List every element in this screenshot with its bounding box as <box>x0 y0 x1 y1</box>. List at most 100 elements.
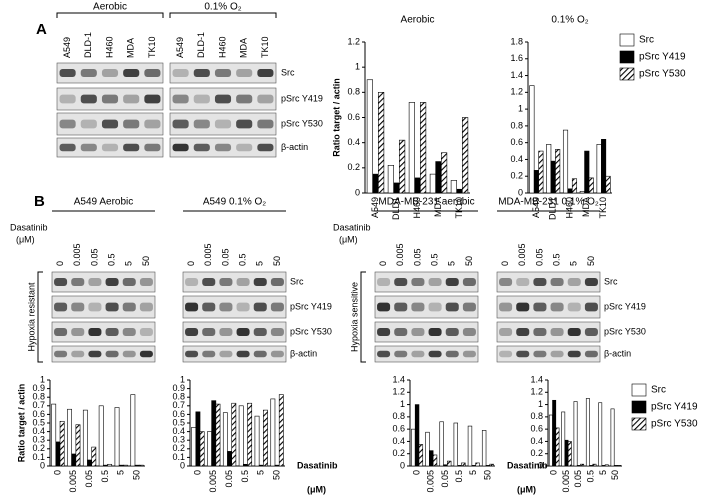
blot-band <box>394 302 408 312</box>
lane-label: 5 <box>255 261 265 266</box>
x-tick-label: 0.5 <box>454 470 464 483</box>
bar <box>123 464 128 467</box>
lane-label: 0.05 <box>534 248 544 266</box>
y-tick-label: 1 <box>355 62 360 72</box>
y-tick-label: 0.4 <box>510 154 523 164</box>
blot-band <box>88 302 102 312</box>
blot-band <box>236 94 253 104</box>
blot-band <box>101 143 119 152</box>
blot-band <box>139 328 153 336</box>
bar <box>270 398 276 467</box>
bar <box>457 465 462 467</box>
row-label: β-actin <box>290 348 317 358</box>
legend-swatch <box>619 67 635 81</box>
blot-band <box>411 302 425 312</box>
y-tick-label: 0.3 <box>172 435 185 445</box>
bar <box>538 150 544 194</box>
bar <box>435 161 442 194</box>
blot-band <box>71 328 85 336</box>
blot-band <box>185 328 199 336</box>
blot-band <box>445 328 459 336</box>
blot <box>51 321 156 343</box>
treatment-label: Dasatinib <box>333 222 371 232</box>
blot-band <box>550 328 564 336</box>
blot-band <box>462 350 476 358</box>
blot-band <box>101 94 119 104</box>
bar <box>580 463 585 467</box>
bar <box>432 454 438 467</box>
lane-label: 50 <box>272 256 282 266</box>
bar <box>562 129 569 194</box>
y-tick-label: 0 <box>180 460 185 470</box>
blot-band <box>253 350 267 358</box>
blot-band <box>584 350 598 358</box>
lane-label: 50 <box>464 256 474 266</box>
blot-band <box>499 302 513 312</box>
bar <box>601 465 606 467</box>
blot-band <box>185 278 199 286</box>
row-label: pSrc Y530 <box>290 326 332 336</box>
lane-label: 5 <box>569 261 579 266</box>
blot-band <box>214 143 232 152</box>
bar <box>429 450 434 467</box>
bar <box>467 425 473 467</box>
lane-label: 0 <box>378 261 388 266</box>
blot <box>374 295 479 319</box>
blot-band <box>394 328 408 336</box>
blot-band <box>236 143 253 152</box>
legend-swatch <box>631 383 647 397</box>
bar <box>67 408 72 467</box>
x-tick-label: 50 <box>610 470 620 480</box>
bar <box>258 464 264 467</box>
bar <box>107 463 113 467</box>
bar <box>134 464 140 467</box>
treatment-unit: (μM) <box>16 234 35 244</box>
blot-band <box>499 350 513 358</box>
blot-band <box>122 278 136 286</box>
x-tick-label: 0.05 <box>224 470 234 488</box>
x-tick-label: A549 <box>370 197 380 218</box>
bar <box>456 188 463 194</box>
blot-band <box>394 278 408 286</box>
lane-label: 0.005 <box>517 243 527 266</box>
bar <box>604 464 609 467</box>
legend-swatch <box>619 33 635 47</box>
bar <box>489 463 494 467</box>
lane-label: 0.5 <box>429 253 439 266</box>
blot-band <box>185 302 199 312</box>
bar <box>552 399 557 467</box>
blot-band <box>253 328 267 336</box>
x-tick-label: 0.5 <box>100 470 110 483</box>
blot-band <box>202 302 216 312</box>
bar <box>191 426 197 467</box>
row-label: β-actin <box>604 348 631 358</box>
blot-band <box>516 278 530 286</box>
blot-band <box>214 119 232 129</box>
blot <box>496 271 601 293</box>
legend-swatch <box>619 50 635 64</box>
blot-band <box>139 278 153 286</box>
blot-header: Aerobic <box>93 2 127 13</box>
bar <box>366 79 374 194</box>
blot-band <box>193 143 210 152</box>
y-tick-label: 1.2 <box>392 387 405 397</box>
lane-label: 0.05 <box>220 248 230 266</box>
bar <box>561 411 566 467</box>
bar <box>263 409 268 467</box>
blot-band <box>236 328 250 336</box>
blot-band <box>54 328 68 336</box>
blot-band <box>202 328 216 336</box>
blot <box>51 345 156 363</box>
y-tick-label: 0.6 <box>530 424 543 434</box>
x-axis-label: (μM) <box>307 484 326 494</box>
blot-band <box>54 302 68 312</box>
x-tick-label: TK10 <box>598 197 608 219</box>
blot-band <box>462 328 476 336</box>
row-label: Src <box>281 67 295 77</box>
bar <box>617 465 622 467</box>
blot-band <box>567 328 581 336</box>
bar <box>555 427 560 467</box>
blot-band <box>236 302 250 312</box>
blot-band <box>516 350 530 358</box>
bar <box>278 394 284 467</box>
